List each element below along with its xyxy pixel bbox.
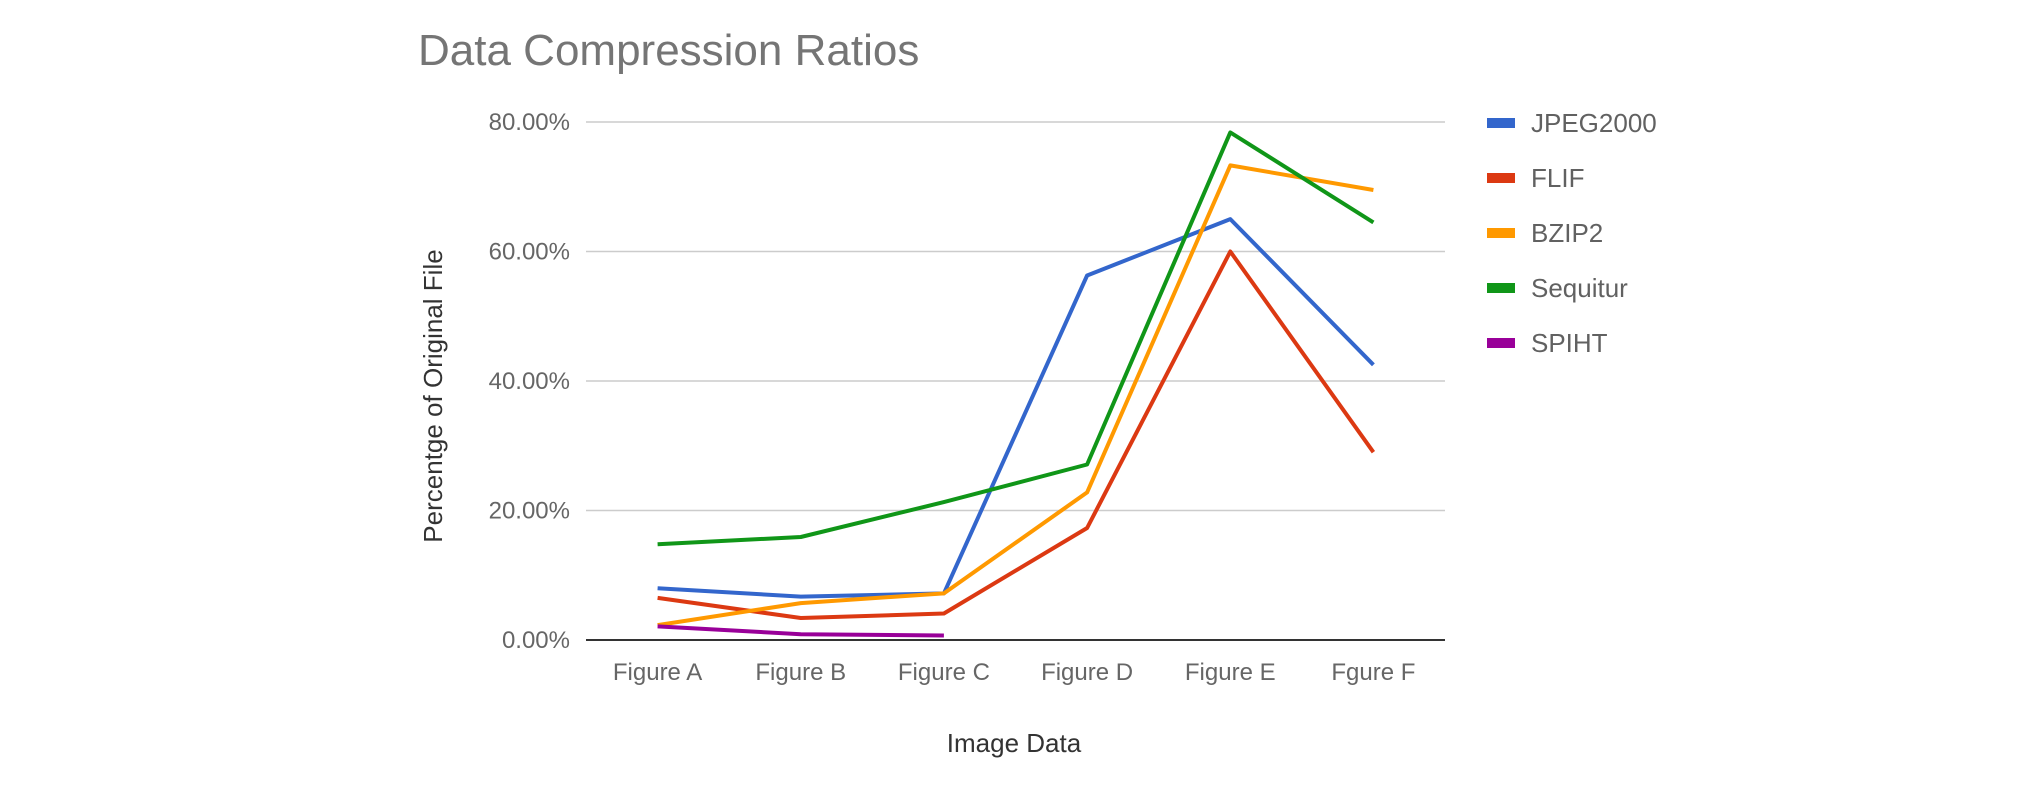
legend-swatch <box>1487 118 1515 128</box>
x-tick-label: Figure A <box>613 659 702 686</box>
legend-label: JPEG2000 <box>1531 108 1657 138</box>
y-axis-title: Percentge of Original File <box>418 249 448 542</box>
y-tick-label: 60.00% <box>489 239 570 266</box>
legend-swatch <box>1487 338 1515 348</box>
legend-swatch <box>1487 228 1515 238</box>
series-line-spiht <box>657 624 944 638</box>
x-axis-ticks: Figure A Figure B Figure C Figure D Figure E… <box>613 659 1416 686</box>
x-tick-label: Figure B <box>755 659 846 686</box>
series-line-bzip2 <box>657 163 1374 628</box>
legend-label: Sequitur <box>1531 273 1628 303</box>
chart-title: Data Compression Ratios <box>418 26 920 75</box>
legend-label: FLIF <box>1531 163 1584 193</box>
legend: JPEG2000 FLIF BZIP2 Sequitur SPIHT <box>1487 108 1657 358</box>
x-axis-title: Image Data <box>947 728 1082 758</box>
legend-swatch <box>1487 173 1515 183</box>
series-lines <box>657 130 1376 638</box>
x-tick-label: Figure C <box>898 659 990 686</box>
y-tick-label: 0.00% <box>502 627 570 654</box>
legend-label: BZIP2 <box>1531 218 1603 248</box>
y-tick-label: 20.00% <box>489 498 570 525</box>
legend-label: SPIHT <box>1531 328 1608 358</box>
series-line-jpeg2000 <box>657 217 1375 599</box>
y-tick-label: 80.00% <box>489 109 570 136</box>
series-line-sequitur <box>657 130 1375 547</box>
x-tick-label: Figure D <box>1041 659 1133 686</box>
y-tick-label: 40.00% <box>489 368 570 395</box>
gridlines <box>586 121 1445 641</box>
y-axis-ticks: 0.00% 20.00% 40.00% 60.00% 80.00% <box>489 109 570 654</box>
legend-swatch <box>1487 283 1515 293</box>
x-tick-label: Fgure F <box>1331 659 1415 686</box>
series-line-flif <box>657 249 1376 620</box>
chart-card: Data Compression Ratios 0.00% 20.00% 40.00… <box>418 26 1657 758</box>
x-tick-label: Figure E <box>1185 659 1276 686</box>
